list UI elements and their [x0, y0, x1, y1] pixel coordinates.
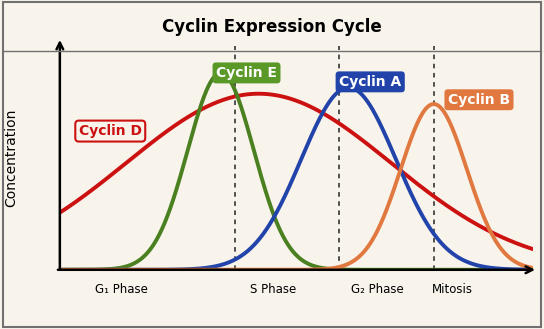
Text: Cyclin A: Cyclin A [339, 75, 401, 89]
Text: Concentration: Concentration [4, 109, 18, 207]
Text: Cyclin D: Cyclin D [79, 124, 142, 138]
Text: Cyclin B: Cyclin B [448, 93, 510, 107]
Text: S Phase: S Phase [250, 283, 296, 296]
Text: Cyclin Expression Cycle: Cyclin Expression Cycle [162, 17, 382, 36]
Text: Mitosis: Mitosis [432, 283, 473, 296]
Text: G₁ Phase: G₁ Phase [95, 283, 148, 296]
Text: Cyclin E: Cyclin E [216, 66, 277, 80]
Text: G₂ Phase: G₂ Phase [350, 283, 403, 296]
